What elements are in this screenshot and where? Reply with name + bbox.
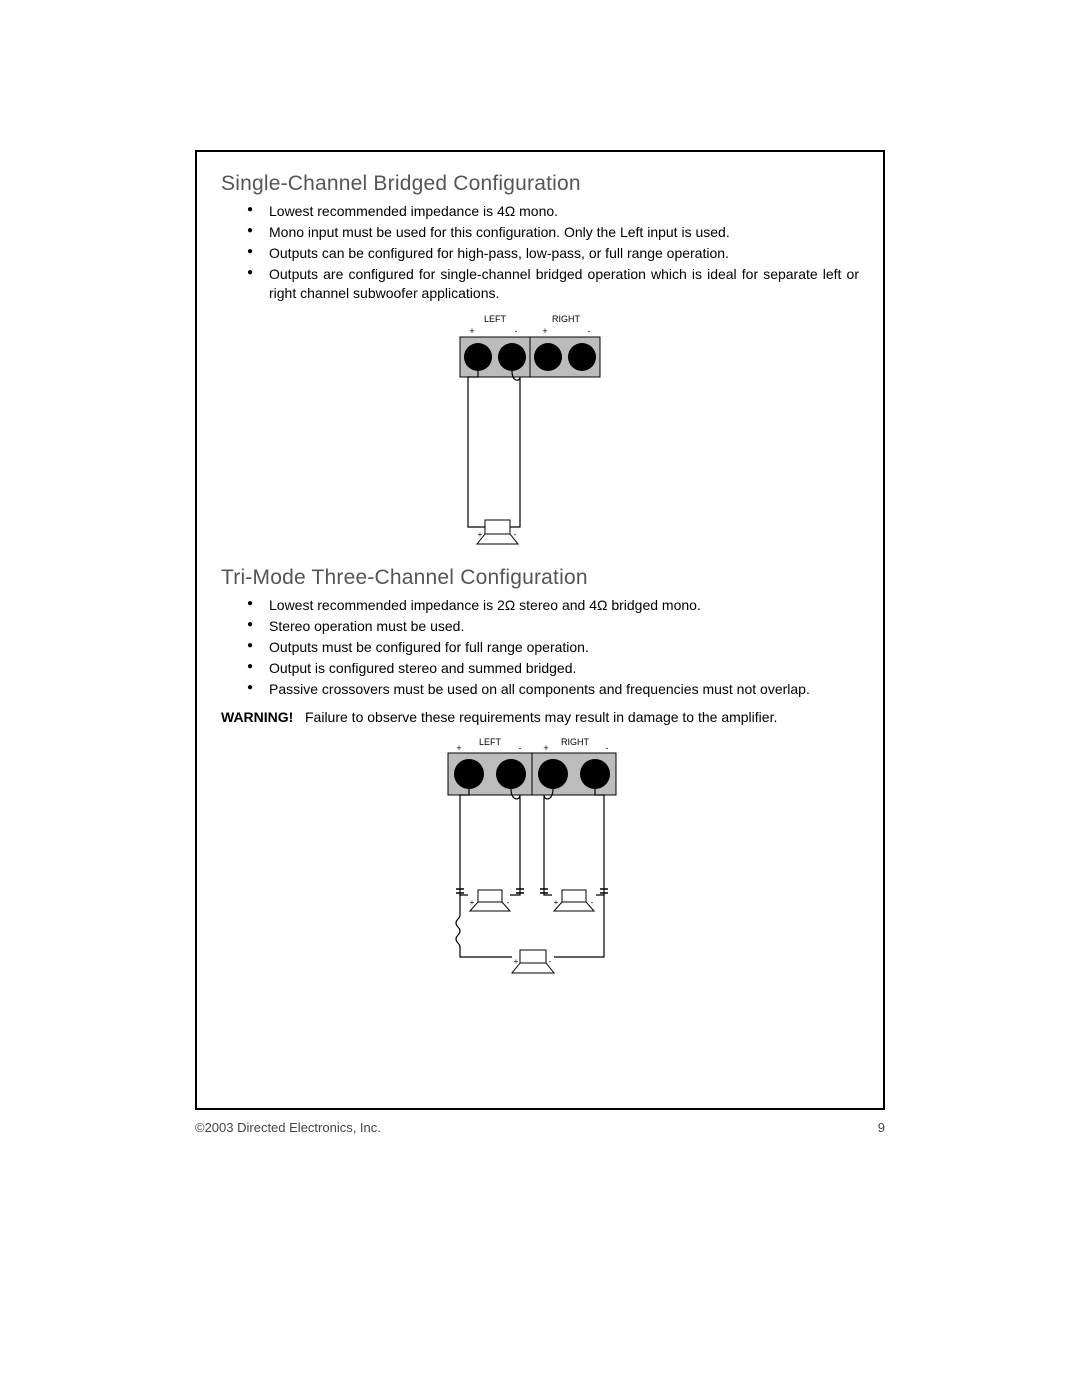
list-item: Output is configured stereo and summed b… [269,659,859,678]
list-item: Mono input must be used for this configu… [269,223,859,242]
label-right: RIGHT [561,737,590,747]
warning-line: WARNING! Failure to observe these requir… [221,709,859,725]
list-item: Outputs must be configured for full rang… [269,638,859,657]
terminal-icon [534,343,562,371]
warning-label: WARNING! [221,709,293,725]
list-item: Lowest recommended impedance is 4Ω mono. [269,202,859,221]
sign-minus: - [588,326,591,336]
sign-plus: + [478,530,483,539]
section2-title: Tri-Mode Three-Channel Configuration [221,566,859,590]
wire [468,371,485,527]
sign-minus: - [519,743,522,753]
sign-minus: - [591,898,594,907]
wire [595,789,604,895]
sign-minus: - [515,326,518,336]
diagram1-wrap: LEFT RIGHT + - + - + [221,312,859,552]
sign-plus: + [554,898,559,907]
speaker-icon: + - [554,890,594,911]
sign-minus: - [549,957,552,966]
list-item: Lowest recommended impedance is 2Ω stere… [269,596,859,615]
sign-plus: + [470,898,475,907]
wire [510,789,520,895]
terminal-icon [454,759,484,789]
sign-plus: + [514,957,519,966]
section1-title: Single-Channel Bridged Configuration [221,172,859,196]
page-footer: ©2003 Directed Electronics, Inc. 9 [195,1120,885,1135]
sign-plus: + [542,326,547,336]
label-left: LEFT [479,737,502,747]
copyright-text: ©2003 Directed Electronics, Inc. [195,1120,381,1135]
warning-text: Failure to observe these requirements ma… [305,709,777,725]
content-frame: Single-Channel Bridged Configuration Low… [195,150,885,1110]
single-channel-diagram: LEFT RIGHT + - + - + [440,312,640,552]
diagram2-wrap: LEFT RIGHT + - + - [221,735,859,985]
terminal-icon [580,759,610,789]
speaker-icon: + - [477,520,518,544]
sign-plus: + [469,326,474,336]
list-item: Outputs can be configured for high-pass,… [269,244,859,263]
list-item: Outputs are configured for single-channe… [269,265,859,303]
terminal-icon [568,343,596,371]
terminal-icon [496,759,526,789]
terminal-icon [464,343,492,371]
sign-plus: + [543,743,548,753]
section2-bullets: Lowest recommended impedance is 2Ω stere… [221,596,859,698]
label-right: RIGHT [552,314,581,324]
sign-minus: - [507,898,510,907]
page-number: 9 [878,1120,885,1135]
list-item: Passive crossovers must be used on all c… [269,680,859,699]
speaker-icon: + - [470,890,510,911]
speaker-icon: + - [512,950,554,973]
tri-mode-diagram: LEFT RIGHT + - + - [430,735,650,985]
page: Single-Channel Bridged Configuration Low… [0,0,1080,1397]
wire [544,789,553,895]
wire [460,789,469,895]
sign-minus: - [606,743,609,753]
wire [510,371,520,527]
sign-minus: - [514,530,517,539]
terminal-icon [538,759,568,789]
sign-plus: + [456,743,461,753]
list-item: Stereo operation must be used. [269,617,859,636]
section1-bullets: Lowest recommended impedance is 4Ω mono.… [221,202,859,302]
terminal-icon [498,343,526,371]
label-left: LEFT [484,314,507,324]
